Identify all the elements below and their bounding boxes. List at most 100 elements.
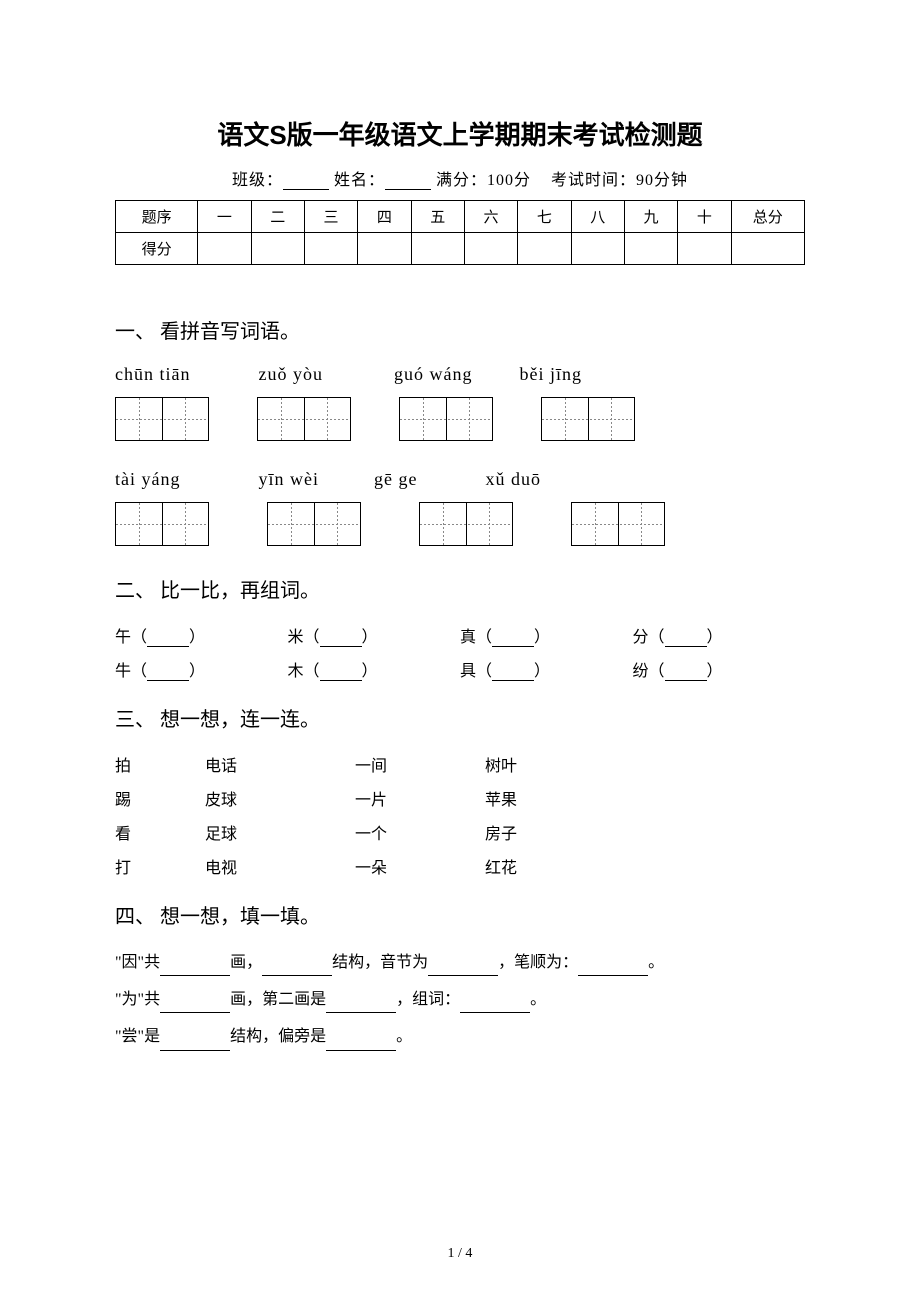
blank <box>492 631 534 647</box>
q4-text: 。 <box>648 954 664 971</box>
q2-item: 纷（） <box>633 657 806 681</box>
pinyin-item: tài yáng <box>115 469 253 490</box>
col-4: 四 <box>358 201 411 233</box>
blank <box>665 665 707 681</box>
score-table: 题序 一 二 三 四 五 六 七 八 九 十 总分 得分 <box>115 200 805 265</box>
q2-head: 二、 比一比，再组词。 <box>115 574 805 603</box>
q4-text: 画， <box>230 954 262 971</box>
q4-text: "尝"是 <box>115 1028 160 1045</box>
page-footer: 1 / 4 <box>0 1246 920 1262</box>
tianzi-box <box>419 502 513 546</box>
score-cell <box>624 233 677 265</box>
blank <box>262 960 332 976</box>
blank <box>578 960 648 976</box>
q3-item: 打 <box>115 854 205 878</box>
blank <box>147 665 189 681</box>
q2-row: 牛（）木（）具（）纷（） <box>115 657 805 681</box>
q4-text: "因"共 <box>115 954 160 971</box>
score-cell <box>731 233 804 265</box>
q4-text: ，笔顺为： <box>498 954 578 971</box>
q3-item: 树叶 <box>485 752 585 776</box>
meta-line: 班级： 姓名： 满分：100分 考试时间：90分钟 <box>115 166 805 190</box>
q2-item: 午（） <box>115 623 288 647</box>
col-7: 七 <box>518 201 571 233</box>
q3-item: 一朵 <box>355 854 485 878</box>
blank <box>160 997 230 1013</box>
q4-text: "为"共 <box>115 991 160 1008</box>
score-cell <box>198 233 251 265</box>
tianzi-box <box>257 397 351 441</box>
class-blank <box>283 174 329 190</box>
row-header: 题序 <box>116 201 198 233</box>
q2-item: 分（） <box>633 623 806 647</box>
q1-head: 一、 看拼音写词语。 <box>115 315 805 344</box>
q4-line-1: "因"共 画， 结构，音节为 ，笔顺为： 。 <box>115 949 805 976</box>
score-cell <box>678 233 731 265</box>
q3-item: 苹果 <box>485 786 585 810</box>
blank <box>320 631 362 647</box>
score-cell <box>411 233 464 265</box>
q3-row: 打电视一朵红花 <box>115 854 805 878</box>
pinyin-item: guó wáng <box>394 364 514 385</box>
q4-text: 结构，音节为 <box>332 954 428 971</box>
q3-row: 踢皮球一片苹果 <box>115 786 805 810</box>
full-score: 满分：100分 <box>436 172 531 189</box>
q2-item: 具（） <box>460 657 633 681</box>
q4-text: ，组词： <box>396 991 460 1008</box>
score-cell <box>571 233 624 265</box>
q3-item: 电话 <box>205 752 355 776</box>
blank <box>665 631 707 647</box>
pinyin-item: yīn wèi <box>259 469 369 490</box>
blank <box>326 1035 396 1051</box>
tianzi-box <box>267 502 361 546</box>
blank <box>460 997 530 1013</box>
col-8: 八 <box>571 201 624 233</box>
pinyin-item: xǔ duō <box>486 469 542 490</box>
q4-text: 结构，偏旁是 <box>230 1028 326 1045</box>
q3-item: 看 <box>115 820 205 844</box>
blank <box>492 665 534 681</box>
q3-item: 电视 <box>205 854 355 878</box>
table-row: 题序 一 二 三 四 五 六 七 八 九 十 总分 <box>116 201 805 233</box>
q3-head: 三、 想一想，连一连。 <box>115 703 805 732</box>
pinyin-row-2: tài yáng yīn wèi gē ge xǔ duō <box>115 469 805 490</box>
tianzi-box <box>541 397 635 441</box>
exam-time: 考试时间：90分钟 <box>551 172 688 189</box>
tianzi-row-1 <box>115 397 805 441</box>
table-row: 得分 <box>116 233 805 265</box>
q3-item: 红花 <box>485 854 585 878</box>
score-cell <box>464 233 517 265</box>
q2-item: 木（） <box>288 657 461 681</box>
blank <box>147 631 189 647</box>
document-title: 语文S版一年级语文上学期期末考试检测题 <box>115 115 805 152</box>
tianzi-box <box>399 397 493 441</box>
col-10: 十 <box>678 201 731 233</box>
q4-text: 。 <box>530 991 546 1008</box>
tianzi-box <box>115 397 209 441</box>
col-9: 九 <box>624 201 677 233</box>
q3-item: 拍 <box>115 752 205 776</box>
q3-row: 看足球一个房子 <box>115 820 805 844</box>
blank <box>320 665 362 681</box>
tianzi-box <box>115 502 209 546</box>
q3-body: 拍电话一间树叶踢皮球一片苹果看足球一个房子打电视一朵红花 <box>115 752 805 878</box>
q2-body: 午（）米（）真（）分（） 牛（）木（）具（）纷（） <box>115 623 805 681</box>
q2-row: 午（）米（）真（）分（） <box>115 623 805 647</box>
tianzi-row-2 <box>115 502 805 546</box>
q3-item: 足球 <box>205 820 355 844</box>
score-cell <box>251 233 304 265</box>
tianzi-box <box>571 502 665 546</box>
q4-text: 。 <box>396 1028 412 1045</box>
col-5: 五 <box>411 201 464 233</box>
col-2: 二 <box>251 201 304 233</box>
class-label: 班级： <box>232 172 283 189</box>
q3-item: 一片 <box>355 786 485 810</box>
col-6: 六 <box>464 201 517 233</box>
pinyin-item: zuǒ yòu <box>259 364 389 385</box>
score-cell <box>518 233 571 265</box>
blank <box>160 1035 230 1051</box>
score-cell <box>358 233 411 265</box>
col-3: 三 <box>304 201 357 233</box>
pinyin-row-1: chūn tiān zuǒ yòu guó wáng běi jīng <box>115 364 805 385</box>
q3-row: 拍电话一间树叶 <box>115 752 805 776</box>
